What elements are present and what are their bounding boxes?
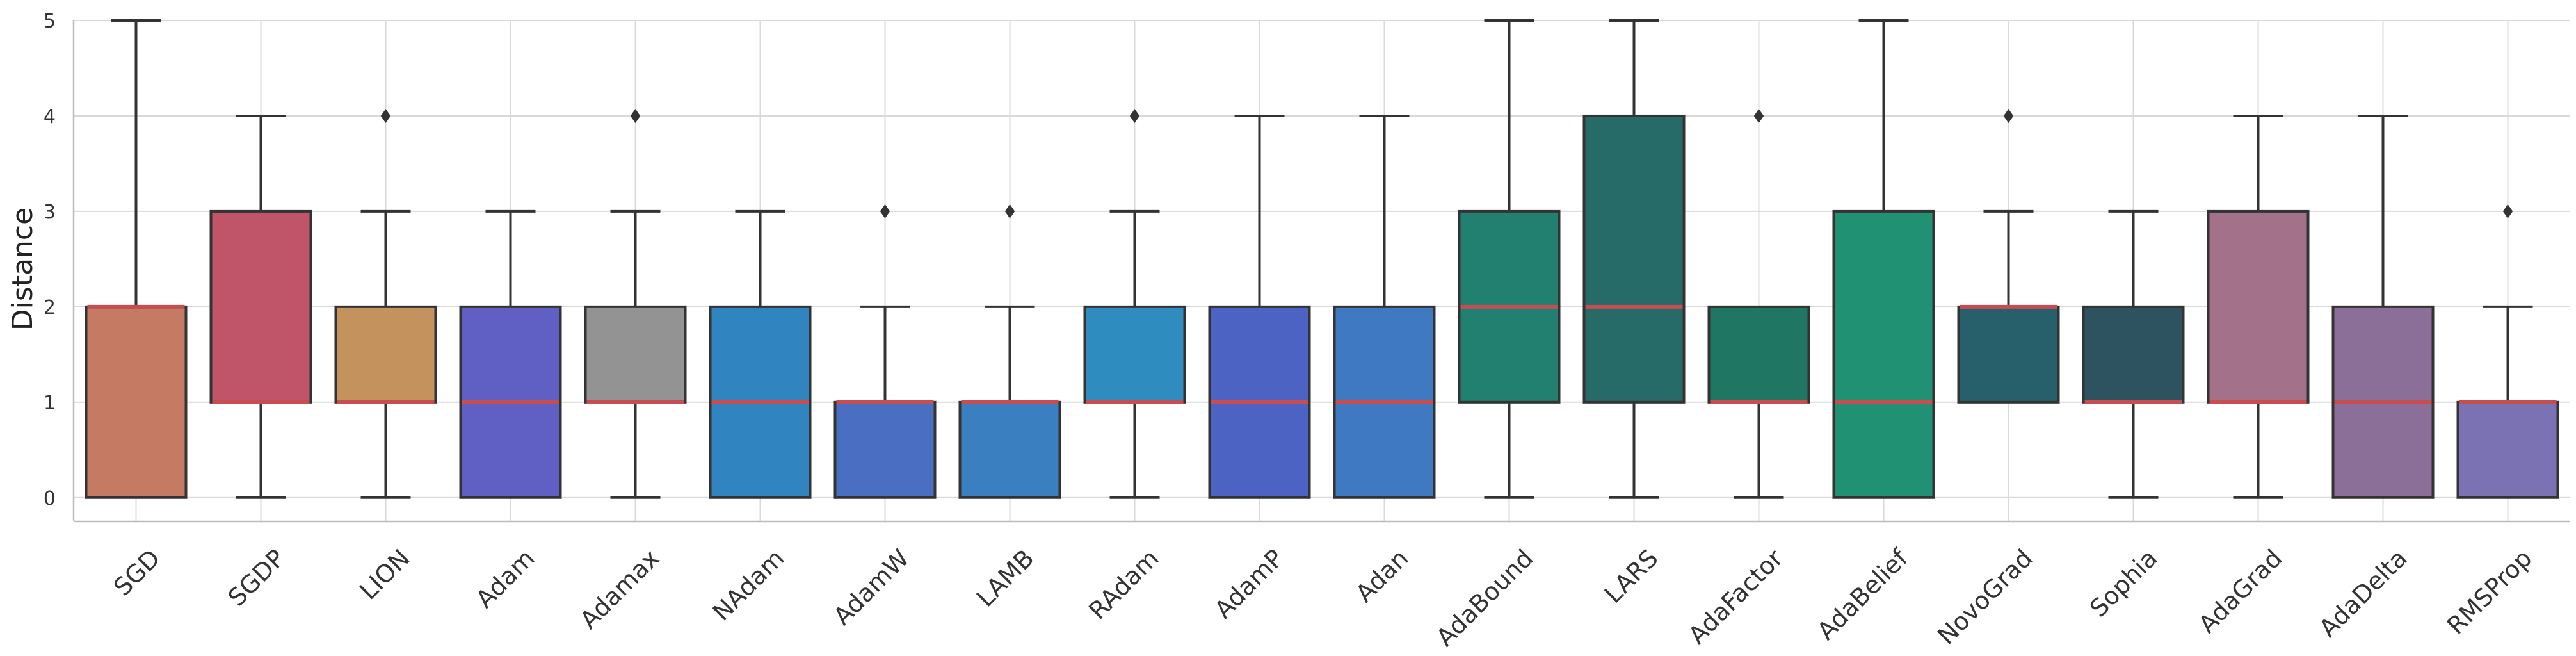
x-tick-label: Adam xyxy=(471,544,540,614)
x-tick-label: SGDP xyxy=(223,544,291,612)
x-tick-label: RMSProp xyxy=(2442,544,2538,640)
x-tick-label: AdaBound xyxy=(1431,544,1539,652)
box-body xyxy=(2207,209,2310,404)
y-tick-label: 4 xyxy=(44,106,56,128)
box-adam xyxy=(459,209,562,499)
box-sgdp xyxy=(209,114,312,499)
box-lamb xyxy=(958,204,1061,499)
outlier-marker xyxy=(2003,108,2014,123)
box-adan xyxy=(1333,114,1436,499)
x-tick-label: AdaDelta xyxy=(2314,544,2412,643)
box-body xyxy=(584,305,687,404)
box-lion xyxy=(334,108,437,499)
x-tick-label: AdaGrad xyxy=(2193,544,2288,639)
y-tick-label: 5 xyxy=(44,10,56,33)
box-body xyxy=(334,305,437,404)
box-body xyxy=(1582,114,1686,404)
outlier-marker xyxy=(1129,108,1140,123)
box-body xyxy=(1957,305,2060,404)
box-body xyxy=(1832,209,1935,499)
box-body xyxy=(958,400,1061,499)
x-tick-label: AdamP xyxy=(1209,544,1289,624)
x-tick-label: AdamW xyxy=(828,544,914,630)
box-adagrad xyxy=(2207,114,2310,499)
box-radam xyxy=(1083,108,1186,499)
x-tick-label: AdaFactor xyxy=(1683,544,1789,650)
x-tick-label: Adan xyxy=(1350,544,1414,608)
y-tick-label: 3 xyxy=(44,201,56,224)
box-sophia xyxy=(2082,209,2185,499)
box-lars xyxy=(1582,19,1686,499)
x-tick-label: LAMB xyxy=(971,544,1040,612)
y-tick-label: 0 xyxy=(44,488,56,510)
x-tick-label: LARS xyxy=(1599,544,1664,609)
x-tick-label: AdaBelief xyxy=(1812,543,1914,646)
outlier-marker xyxy=(880,204,890,218)
box-sgd xyxy=(85,19,188,499)
outlier-marker xyxy=(630,108,641,123)
x-tick-label: Adamax xyxy=(575,544,665,634)
outlier-marker xyxy=(2502,204,2513,218)
outlier-marker xyxy=(1004,204,1015,218)
box-rmsprop xyxy=(2456,204,2559,499)
box-adamp xyxy=(1208,114,1311,499)
box-novograd xyxy=(1957,108,2060,404)
outlier-marker xyxy=(1753,108,1764,123)
y-tick-label: 2 xyxy=(44,297,56,319)
box-body xyxy=(1707,305,1810,404)
outlier-marker xyxy=(380,108,391,123)
x-tick-label: NAdam xyxy=(707,544,790,627)
box-body xyxy=(209,209,312,404)
x-tick-label: Sophia xyxy=(2084,544,2163,623)
box-adabelief xyxy=(1832,19,1935,499)
x-tick-label: RAdam xyxy=(1083,544,1164,625)
box-adadelta xyxy=(2331,114,2435,499)
x-tick-label: NovoGrad xyxy=(1932,544,2038,650)
box-adamax xyxy=(584,108,687,499)
x-tick-label: LION xyxy=(354,544,415,605)
y-axis-title: Distance xyxy=(6,208,39,331)
box-body xyxy=(1083,305,1186,404)
x-tick-label: SGD xyxy=(108,544,166,602)
box-body xyxy=(2456,400,2559,499)
box-adabound xyxy=(1458,19,1561,499)
box-body xyxy=(2082,305,2185,404)
grid-lines xyxy=(74,20,2570,521)
box-series xyxy=(85,19,2559,499)
box-adamw xyxy=(833,204,937,499)
box-nadam xyxy=(709,209,812,499)
y-tick-label: 1 xyxy=(44,392,56,414)
axes xyxy=(72,20,2570,523)
box-body xyxy=(85,305,188,499)
box-adafactor xyxy=(1707,108,1810,499)
box-body xyxy=(833,400,937,499)
